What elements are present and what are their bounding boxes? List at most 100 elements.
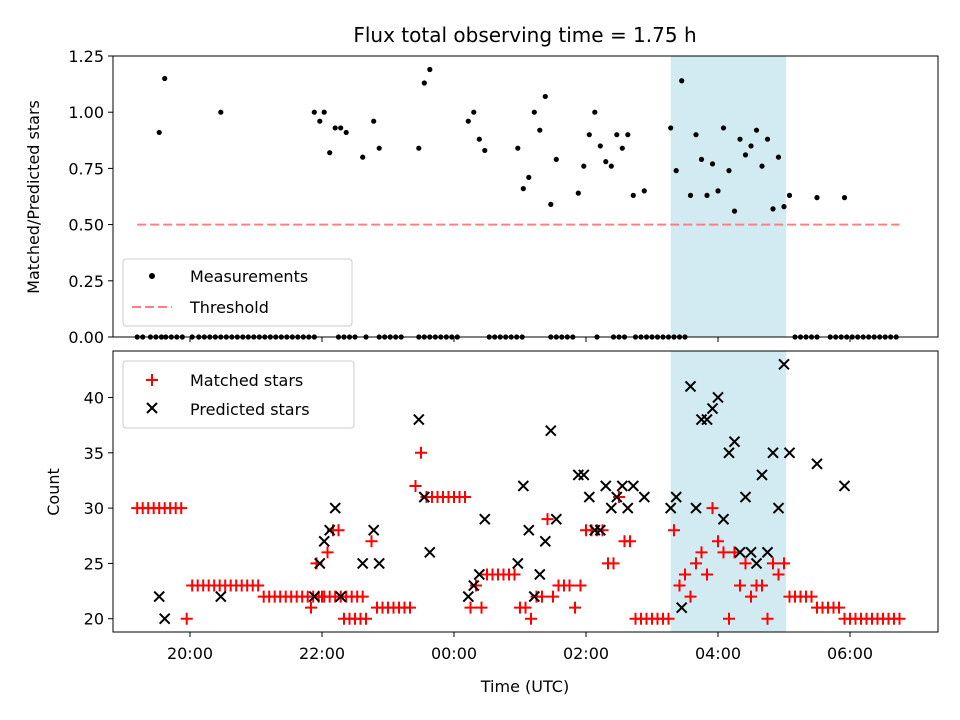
matched-star-point xyxy=(607,557,620,570)
bottom-y-tick-label: 40 xyxy=(84,388,104,407)
measurement-point xyxy=(311,109,317,115)
matched-star-point xyxy=(756,579,768,592)
matched-star-point xyxy=(778,557,790,570)
predicted-star-point xyxy=(550,513,563,525)
bottom-x-ticks: 20:00 22:00 00:00 02:00 04:00 06:00 xyxy=(167,632,873,663)
x-tick-label: 22:00 xyxy=(299,644,345,663)
top-y-ticks: 0.00 0.25 0.50 0.75 1.00 1.25 xyxy=(68,47,113,347)
measurement-point xyxy=(775,154,782,160)
measurement-point xyxy=(526,174,532,180)
measurement-point xyxy=(679,78,685,84)
matched-star-point xyxy=(695,546,708,559)
measurement-point xyxy=(162,75,168,82)
matched-star-point xyxy=(316,590,328,603)
measurement-point xyxy=(581,163,587,169)
predicted-star-point xyxy=(578,469,590,481)
measurement-point xyxy=(673,168,679,174)
matched-star-point xyxy=(761,612,774,625)
measurement-point xyxy=(360,154,366,160)
predicted-star-point xyxy=(367,524,380,536)
measurement-point xyxy=(726,168,732,174)
x-tick-label: 04:00 xyxy=(695,644,741,663)
matched-star-point xyxy=(180,612,193,625)
predicted-star-point xyxy=(356,557,369,570)
bottom-panel: 20 25 30 35 40 20:00 22:00 00:00 02:00 04:00 06:0… xyxy=(44,350,939,696)
top-y-tick-label: 1.00 xyxy=(68,103,104,122)
matched-star-point xyxy=(690,557,702,570)
top-y-axis-label: Matched/Predicted stars xyxy=(24,100,43,294)
predicted-star-point xyxy=(418,491,431,503)
measurement-point xyxy=(592,109,598,115)
predicted-star-point xyxy=(772,502,785,514)
matched-star-point xyxy=(305,601,317,614)
matched-star-point xyxy=(365,535,378,548)
legend-predicted-label: Predicted stars xyxy=(190,400,310,419)
predicted-star-point xyxy=(215,590,227,603)
predicted-star-point xyxy=(545,424,557,437)
measurement-point xyxy=(575,190,581,196)
matched-star-point xyxy=(409,479,422,492)
measurement-point xyxy=(482,147,488,154)
bottom-plot-frame xyxy=(112,350,939,633)
matched-star-point xyxy=(569,601,581,614)
bottom-y-tick-label: 20 xyxy=(84,610,104,629)
predicted-star-point xyxy=(611,491,623,503)
chart-title: Flux total observing time = 1.75 h xyxy=(353,23,696,47)
predicted-star-point xyxy=(424,546,436,559)
measurement-point xyxy=(693,132,699,138)
predicted-star-point xyxy=(838,480,851,492)
x-tick-label: 00:00 xyxy=(431,644,477,663)
predicted-star-point xyxy=(523,524,535,536)
measurement-point xyxy=(704,192,710,198)
measurement-point xyxy=(537,127,543,133)
measurement-point xyxy=(759,163,765,169)
matched-star-point xyxy=(717,546,730,559)
matched-star-point xyxy=(893,612,906,625)
measurement-point xyxy=(748,143,754,149)
predicted-star-point xyxy=(572,469,585,481)
predicted-star-point xyxy=(622,502,634,514)
top-y-tick-label: 0.50 xyxy=(68,216,104,235)
measurement-point xyxy=(371,118,377,124)
matched-star-point xyxy=(563,579,576,592)
legend-predicted-marker xyxy=(146,402,158,414)
predicted-star-point xyxy=(528,590,541,603)
matched-star-point xyxy=(470,579,482,592)
matched-star-point xyxy=(668,524,680,537)
predicted-star-point xyxy=(605,502,618,514)
measurement-point xyxy=(641,188,647,194)
measurement-point xyxy=(520,186,526,192)
predicted-star-point xyxy=(600,480,612,492)
measurement-point xyxy=(770,206,776,212)
top-panel: 0.00 0.25 0.50 0.75 1.00 1.25 Matched/Predict… xyxy=(24,47,939,347)
measurement-point xyxy=(476,136,482,142)
matched-star-point xyxy=(574,579,587,592)
matched-star-point xyxy=(536,590,548,603)
predicted-star-point xyxy=(318,535,330,547)
x-tick-label: 06:00 xyxy=(827,644,873,663)
matched-star-point xyxy=(833,601,845,614)
top-y-tick-label: 1.25 xyxy=(68,47,104,66)
matched-star-point xyxy=(321,546,334,559)
matched-star-point xyxy=(332,524,345,537)
matched-star-point xyxy=(701,568,713,581)
matched-star-point xyxy=(684,590,697,603)
predicted-star-point xyxy=(712,391,724,404)
predicted-star-point xyxy=(701,413,713,426)
measurement-point xyxy=(737,136,743,142)
measurement-point xyxy=(471,109,477,115)
bottom-y-tick-label: 25 xyxy=(84,554,104,573)
matched-star-point xyxy=(459,491,471,504)
top-legend-box xyxy=(122,258,353,327)
predicted-star-point xyxy=(413,413,425,426)
predicted-star-point xyxy=(153,590,165,603)
predicted-star-point xyxy=(684,380,697,393)
predicted-star-point xyxy=(468,579,480,592)
predicted-star-point xyxy=(664,502,677,514)
matched-star-point xyxy=(508,568,521,581)
predicted-star-point xyxy=(473,568,486,581)
predicted-star-point xyxy=(690,502,702,514)
predicted-star-point xyxy=(761,546,774,559)
measurement-point xyxy=(343,129,349,136)
